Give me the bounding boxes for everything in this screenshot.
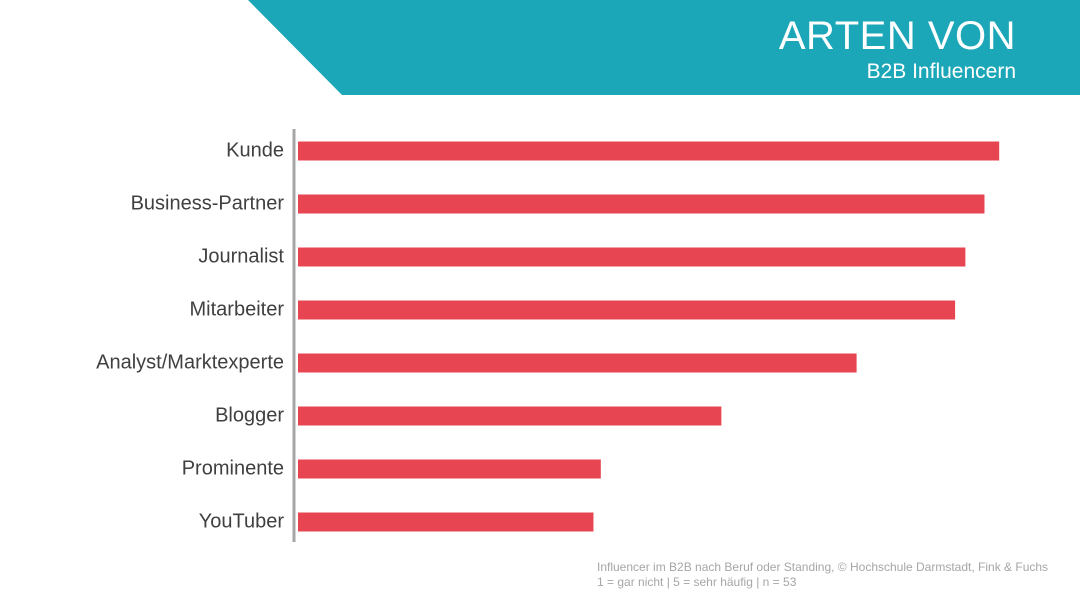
bar — [298, 406, 722, 426]
bar — [298, 459, 601, 479]
bar — [298, 353, 857, 373]
source-note: Influencer im B2B nach Beruf oder Standi… — [597, 560, 1048, 590]
bar — [298, 141, 1000, 161]
category-label: Business-Partner — [131, 192, 285, 214]
category-label: Prominente — [182, 457, 284, 479]
page-subtitle: B2B Influencern — [866, 60, 1016, 83]
category-label: YouTuber — [199, 510, 285, 532]
category-label: Mitarbeiter — [190, 298, 285, 320]
bar — [298, 247, 966, 267]
bar — [298, 300, 956, 320]
header-title-block: ARTEN VON B2B Influencern — [779, 12, 1016, 84]
category-label: Kunde — [226, 139, 284, 161]
source-line-2: 1 = gar nicht | 5 = sehr häufig | n = 53 — [597, 575, 797, 589]
category-label: Journalist — [198, 245, 284, 267]
bar — [298, 194, 985, 214]
bar — [298, 512, 594, 532]
category-label: Blogger — [215, 404, 284, 426]
source-line-1: Influencer im B2B nach Beruf oder Standi… — [597, 560, 1049, 574]
page-title: ARTEN VON — [778, 14, 1016, 58]
category-label: Analyst/Marktexperte — [96, 351, 284, 373]
header-banner — [248, 0, 1080, 95]
